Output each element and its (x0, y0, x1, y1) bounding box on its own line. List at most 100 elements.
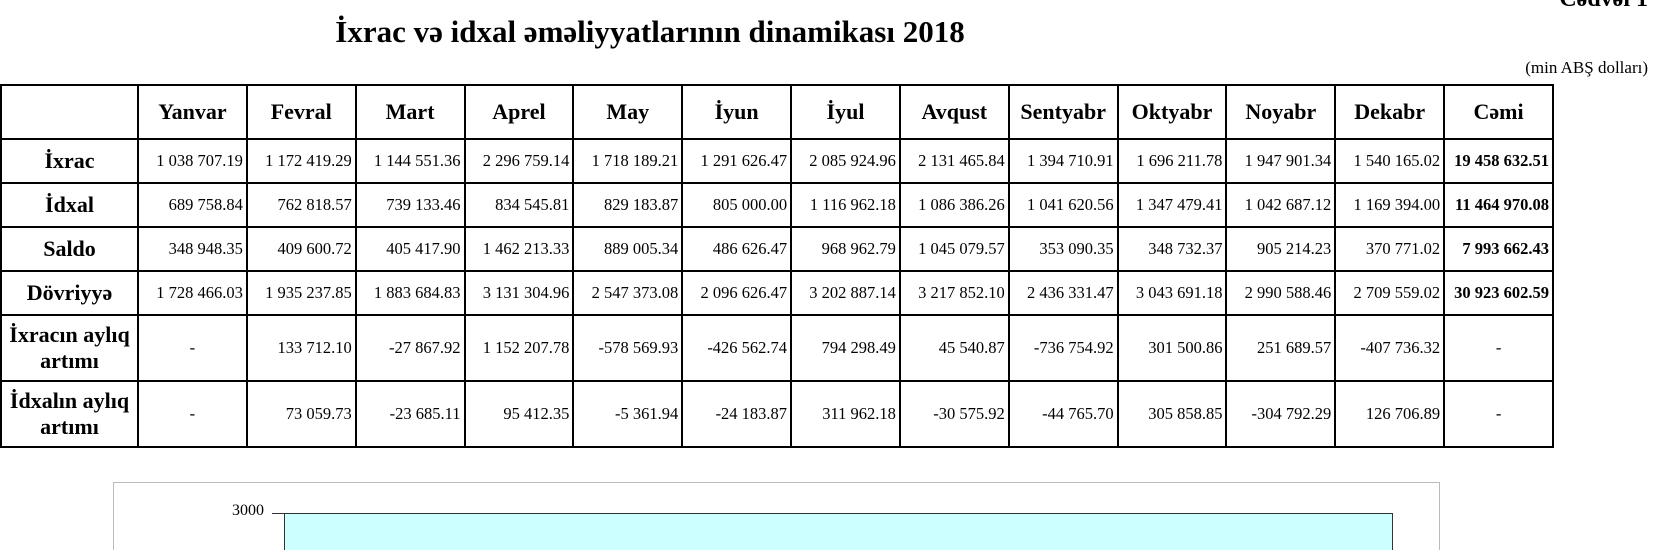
header-cell: Sentyabr (1007, 84, 1119, 140)
cell: -304 792.29 (1225, 380, 1337, 448)
cell: 311 962.18 (790, 380, 901, 448)
cell: 2 436 331.47 (1007, 270, 1119, 316)
header-cell: Dekabr (1334, 84, 1446, 140)
cell: 1 038 707.19 (137, 138, 248, 184)
header-cell: Noyabr (1225, 84, 1337, 140)
tick-mark (272, 513, 284, 514)
cell: 762 818.57 (245, 182, 357, 228)
cell: 3 131 304.96 (463, 270, 575, 316)
cell: 11 464 970.08 (1443, 182, 1554, 228)
header-cell: Oktyabr (1116, 84, 1228, 140)
cell: 1 947 901.34 (1225, 138, 1337, 184)
cell: 7 993 662.43 (1443, 226, 1554, 272)
cell: 486 626.47 (681, 226, 793, 272)
cell: 2 990 588.46 (1225, 270, 1337, 316)
cell: -578 569.93 (572, 314, 684, 382)
cell: 1 086 386.26 (898, 182, 1010, 228)
cell: 1 172 419.29 (245, 138, 357, 184)
unit-note: (min ABŞ dolları) (1525, 58, 1648, 77)
cell: 45 540.87 (898, 314, 1010, 382)
header-cell: Fevral (245, 84, 357, 140)
cell: 1 540 165.02 (1334, 138, 1446, 184)
cell: -426 562.74 (681, 314, 793, 382)
row-header: İxracın aylıq artımı (0, 314, 139, 382)
cell: 1 045 079.57 (898, 226, 1010, 272)
cell: 1 169 394.00 (1334, 182, 1446, 228)
cell: 1 347 479.41 (1116, 182, 1228, 228)
cell: 2 096 626.47 (681, 270, 793, 316)
cell: 805 000.00 (681, 182, 793, 228)
header-cell: Mart (354, 84, 466, 140)
table-row: İxrac 1 038 707.19 1 172 419.29 1 144 551.3… (0, 138, 1554, 184)
cell: 2 131 465.84 (898, 138, 1010, 184)
header-cell: Avqust (898, 84, 1010, 140)
cell: 3 202 887.14 (790, 270, 901, 316)
data-table: Yanvar Fevral Mart Aprel May İyun İyul Avqust Se… (0, 84, 1554, 448)
cell: 1 728 466.03 (137, 270, 248, 316)
row-header: İdxalın aylıq artımı (0, 380, 139, 448)
cell: 133 712.10 (245, 314, 357, 382)
cell: 3 217 852.10 (898, 270, 1010, 316)
cell: 968 962.79 (790, 226, 901, 272)
cell: 689 758.84 (137, 182, 248, 228)
cell: -23 685.11 (354, 380, 466, 448)
cell: -407 736.32 (1334, 314, 1446, 382)
cell: 2 709 559.02 (1334, 270, 1446, 316)
cell: -27 867.92 (354, 314, 466, 382)
row-header: İxrac (0, 138, 139, 184)
cell: 1 144 551.36 (354, 138, 466, 184)
header-cell: May (572, 84, 684, 140)
cell: -736 754.92 (1007, 314, 1119, 382)
page-label: Cədvəl 1 (1559, 0, 1648, 13)
cell: 2 296 759.14 (463, 138, 575, 184)
table-row: İxracın aylıq artımı -133 712.10 -27 867.9… (0, 314, 1554, 382)
header-cell: Yanvar (137, 84, 248, 140)
cell: 1 041 620.56 (1007, 182, 1119, 228)
row-header: Saldo (0, 226, 139, 272)
cell: 3 043 691.18 (1116, 270, 1228, 316)
cell: 1 042 687.12 (1225, 182, 1337, 228)
cell: - (1443, 380, 1554, 448)
cell: 905 214.23 (1225, 226, 1337, 272)
cell: 1 116 962.18 (790, 182, 901, 228)
cell: 1 291 626.47 (681, 138, 793, 184)
cell: 1 152 207.78 (463, 314, 575, 382)
cell: 305 858.85 (1116, 380, 1228, 448)
cell: -44 765.70 (1007, 380, 1119, 448)
cell: 348 732.37 (1116, 226, 1228, 272)
y-tick-label: 3000 (232, 502, 264, 519)
header-cell: Cəmi (1443, 84, 1554, 140)
cell: 405 417.90 (354, 226, 466, 272)
cell: 73 059.73 (245, 380, 357, 448)
header-cell: İyun (681, 84, 793, 140)
cell: 2 547 373.08 (572, 270, 684, 316)
table-row: İdxalın aylıq artımı -73 059.73 -23 685.11… (0, 380, 1554, 448)
cell: 829 183.87 (572, 182, 684, 228)
chart-frame: 3000 (113, 482, 1440, 550)
cell: 1 718 189.21 (572, 138, 684, 184)
cell: 1 394 710.91 (1007, 138, 1119, 184)
cell: 2 085 924.96 (790, 138, 901, 184)
cell: 126 706.89 (1334, 380, 1446, 448)
table-row: Dövriyyə 1 728 466.03 1 935 237.85 1 883 68… (0, 270, 1554, 316)
cell: 353 090.35 (1007, 226, 1119, 272)
cell: - (1443, 314, 1554, 382)
table-row: İdxal 689 758.84 762 818.57 739 133.46 834 5… (0, 182, 1554, 228)
cell: 348 948.35 (137, 226, 248, 272)
cell: 30 923 602.59 (1443, 270, 1554, 316)
table-row: Saldo 348 948.35 409 600.72 405 417.90 1 462… (0, 226, 1554, 272)
cell: 95 412.35 (463, 380, 575, 448)
header-row: Yanvar Fevral Mart Aprel May İyun İyul Avqust Se… (0, 84, 1554, 140)
cell: - (137, 314, 248, 382)
cell: - (137, 380, 248, 448)
cell: 889 005.34 (572, 226, 684, 272)
header-cell (0, 84, 139, 140)
cell: -5 361.94 (572, 380, 684, 448)
cell: 1 883 684.83 (354, 270, 466, 316)
cell: 794 298.49 (790, 314, 901, 382)
cell: 834 545.81 (463, 182, 575, 228)
header-cell: Aprel (463, 84, 575, 140)
row-header: Dövriyyə (0, 270, 139, 316)
cell: 1 935 237.85 (245, 270, 357, 316)
